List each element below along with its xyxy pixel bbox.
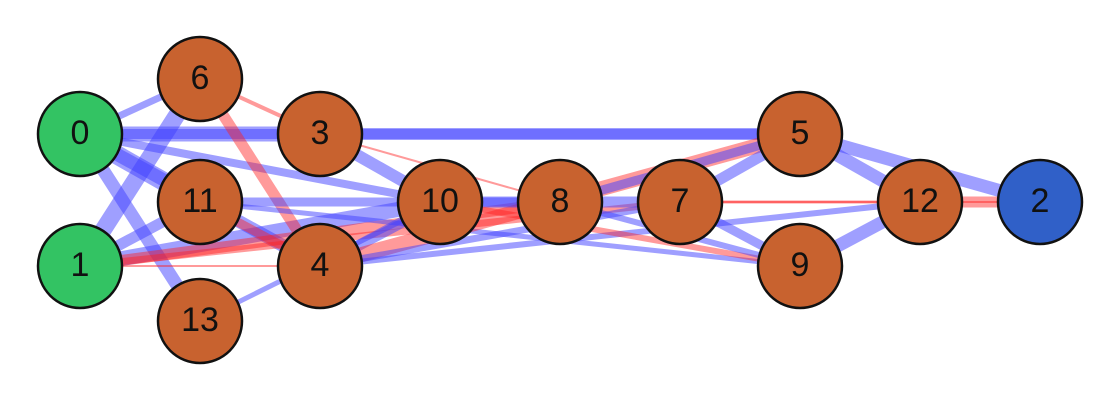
node-11-label: 11 <box>182 182 217 220</box>
node-12: 12 <box>876 158 964 246</box>
node-6: 6 <box>156 35 244 123</box>
node-12-label: 12 <box>901 182 939 220</box>
node-7-circle <box>636 158 724 246</box>
node-6-label: 6 <box>191 59 210 97</box>
edge-4-12 <box>319 199 921 269</box>
node-5-label: 5 <box>791 114 810 152</box>
edge-10-9 <box>439 199 801 269</box>
node-10: 10 <box>396 158 484 246</box>
node-1-circle <box>36 222 124 310</box>
node-12-circle <box>876 158 964 246</box>
node-2-label: 2 <box>1031 182 1050 220</box>
node-8-label: 8 <box>551 182 570 220</box>
node-2: 2 <box>996 158 1084 246</box>
node-4-label: 4 <box>311 246 330 284</box>
node-5-circle <box>756 90 844 178</box>
node-13-circle <box>156 277 244 365</box>
node-1: 1 <box>36 222 124 310</box>
node-5: 5 <box>756 90 844 178</box>
node-9-circle <box>756 222 844 310</box>
edge-0-10 <box>79 130 441 206</box>
node-9-label: 9 <box>791 246 810 284</box>
node-8: 8 <box>516 158 604 246</box>
node-13-label: 13 <box>181 301 219 339</box>
node-10-label: 10 <box>421 182 459 220</box>
node-9: 9 <box>756 222 844 310</box>
node-7: 7 <box>636 158 724 246</box>
node-1-label: 1 <box>71 246 90 284</box>
node-2-circle <box>996 158 1084 246</box>
node-8-circle <box>516 158 604 246</box>
node-11: 11 <box>156 158 244 246</box>
node-3-circle <box>276 90 364 178</box>
node-4-circle <box>276 222 364 310</box>
node-10-circle <box>396 158 484 246</box>
node-13: 13 <box>156 277 244 365</box>
node-3: 3 <box>276 90 364 178</box>
node-0: 0 <box>36 90 124 178</box>
node-4: 4 <box>276 222 364 310</box>
edge-4-7 <box>319 198 681 270</box>
node-11-circle <box>156 158 244 246</box>
node-3-label: 3 <box>311 114 330 152</box>
node-0-label: 0 <box>71 114 90 152</box>
node-7-label: 7 <box>671 182 690 220</box>
edge-1-10 <box>78 194 442 274</box>
node-6-circle <box>156 35 244 123</box>
node-0-circle <box>36 90 124 178</box>
